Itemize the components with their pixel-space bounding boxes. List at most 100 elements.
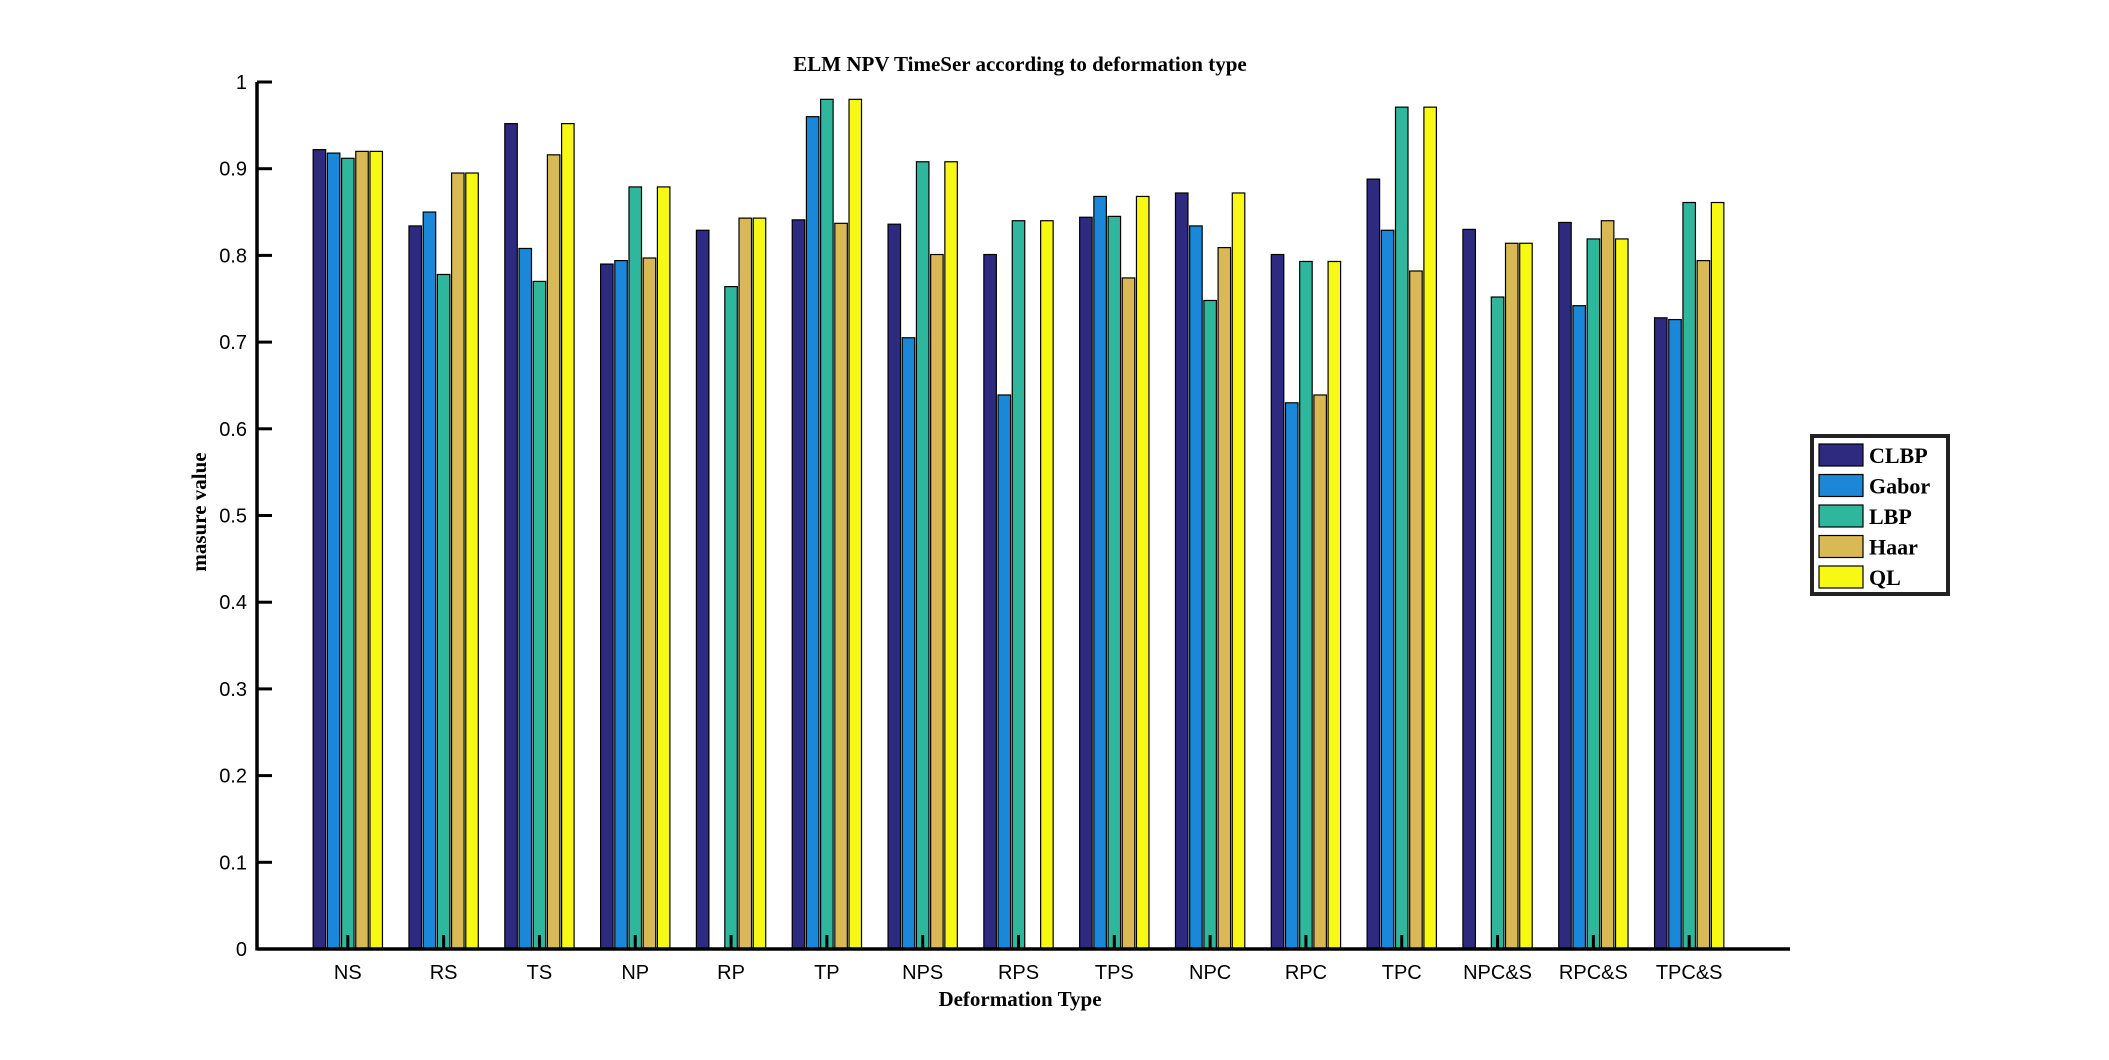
- bar-gabor-tp: [805, 116, 820, 950]
- x-tick-label: RP: [717, 962, 745, 984]
- bar-clbp-rp: [695, 229, 710, 950]
- bars-layer: [312, 98, 1725, 950]
- bar-lbp-rpcands: [1586, 238, 1601, 950]
- x-tick-label: NP: [621, 962, 649, 984]
- bar-gabor-ns: [326, 152, 341, 950]
- y-tick-label: 0.5: [219, 506, 247, 528]
- legend-label-lbp: LBP: [1869, 504, 1912, 529]
- bar-ql-rp: [752, 217, 767, 950]
- bar-gabor-nps: [901, 337, 916, 950]
- bar-gabor-rs: [422, 211, 437, 950]
- axes: 0 0.1 0.2 0.3 0.4 0.5 0.6 0.7 0.8 0.9 1 NS RS TS NP RP T…: [219, 72, 1790, 984]
- legend-swatch-gabor: [1818, 473, 1864, 498]
- x-axis-label: Deformation Type: [938, 987, 1101, 1011]
- bar-clbp-np: [599, 263, 614, 950]
- chart-title: ELM NPV TimeSer according to deformation…: [793, 52, 1246, 76]
- x-tick-label: NPS: [902, 962, 943, 984]
- bar-ql-rpc: [1327, 260, 1342, 950]
- bar-ql-rps: [1040, 220, 1054, 950]
- y-tick-label: 0: [236, 939, 247, 961]
- x-tick-label: RPC&S: [1559, 962, 1628, 984]
- bar-lbp-npcands: [1490, 296, 1505, 950]
- bar-gabor-np: [614, 260, 628, 950]
- bar-clbp-nps: [887, 223, 902, 950]
- bar-lbp-ns: [340, 157, 355, 950]
- bar-lbp-nps: [915, 161, 930, 950]
- bar-clbp-ts: [504, 123, 518, 950]
- bar-clbp-tpc: [1366, 178, 1381, 950]
- bar-gabor-rpcands: [1572, 305, 1587, 950]
- y-axis-label: masure value: [187, 452, 211, 571]
- y-tick-label: 0.7: [219, 332, 247, 354]
- bar-ql-nps: [944, 161, 958, 950]
- bar-haar-np: [642, 257, 657, 950]
- bar-haar-tpc: [1409, 270, 1423, 950]
- bar-lbp-rpc: [1299, 260, 1313, 950]
- bar-ql-np: [656, 186, 671, 950]
- bar-haar-rs: [450, 172, 465, 950]
- bar-gabor-rps: [997, 394, 1012, 950]
- bar-clbp-tp: [791, 219, 806, 950]
- bar-lbp-ts: [532, 280, 547, 950]
- y-tick-label: 1: [236, 72, 247, 94]
- legend-swatch-clbp: [1818, 443, 1864, 467]
- bar-gabor-ts: [518, 247, 533, 950]
- bar-gabor-tpc: [1380, 229, 1395, 950]
- bar-ql-ts: [560, 123, 575, 950]
- x-tick-label: NS: [334, 962, 362, 984]
- bar-haar-rp: [738, 217, 753, 950]
- bar-clbp-rpc: [1270, 253, 1285, 950]
- y-tick-label: 0.1: [219, 852, 247, 874]
- y-tick-label: 0.6: [219, 419, 247, 441]
- bar-ql-tp: [848, 98, 863, 950]
- x-tick-label: TPS: [1095, 962, 1134, 984]
- legend-swatch-lbp: [1818, 504, 1864, 528]
- y-tick-label: 0.3: [219, 679, 247, 701]
- legend: CLBP Gabor LBP Haar QL: [1810, 434, 1950, 596]
- bar-gabor-tpcands: [1668, 318, 1682, 950]
- bar-haar-tp: [834, 222, 848, 950]
- bar-haar-ts: [546, 154, 561, 950]
- legend-label-clbp: CLBP: [1869, 443, 1928, 468]
- bar-ql-npc: [1231, 192, 1246, 950]
- x-tick-label: TS: [527, 962, 553, 984]
- bar-haar-tps: [1121, 277, 1136, 950]
- bar-ql-tps: [1135, 195, 1150, 950]
- bar-ql-tpcands: [1710, 201, 1725, 950]
- bar-haar-nps: [930, 253, 944, 950]
- y-tick-label: 0.8: [219, 245, 247, 267]
- bar-lbp-tp: [820, 98, 834, 950]
- bar-lbp-tps: [1107, 215, 1122, 950]
- bar-lbp-rs: [436, 273, 451, 950]
- bar-gabor-tps: [1093, 195, 1107, 950]
- y-tick-label: 0.2: [219, 766, 247, 788]
- x-tick-label: TP: [814, 962, 840, 984]
- x-tick-label: TPC&S: [1656, 962, 1723, 984]
- bar-ql-ns: [369, 150, 384, 950]
- bar-clbp-rs: [408, 225, 423, 950]
- x-tick-label: NPC: [1189, 962, 1231, 984]
- legend-swatch-ql: [1818, 565, 1864, 589]
- y-tick-label: 0.9: [219, 159, 247, 181]
- x-tick-label: TPC: [1382, 962, 1422, 984]
- x-tick-label: RPS: [998, 962, 1039, 984]
- bar-haar-tpcands: [1696, 260, 1711, 950]
- bar-haar-rpc: [1313, 394, 1327, 950]
- bar-lbp-tpc: [1394, 106, 1409, 950]
- bar-clbp-ns: [312, 149, 327, 950]
- bar-clbp-tpcands: [1653, 317, 1668, 950]
- legend-swatch-haar: [1818, 534, 1864, 559]
- bar-lbp-np: [628, 186, 643, 950]
- x-tick-label: RPC: [1285, 962, 1327, 984]
- legend-label-haar: Haar: [1869, 535, 1918, 560]
- bar-ql-npcands: [1519, 242, 1533, 950]
- bar-ql-rs: [465, 172, 479, 950]
- legend-label-ql: QL: [1869, 565, 1901, 590]
- legend-label-gabor: Gabor: [1869, 474, 1930, 499]
- bar-haar-rpcands: [1600, 220, 1615, 950]
- bar-haar-ns: [355, 150, 369, 950]
- bar-ql-rpcands: [1614, 238, 1629, 950]
- bar-haar-npcands: [1504, 242, 1519, 950]
